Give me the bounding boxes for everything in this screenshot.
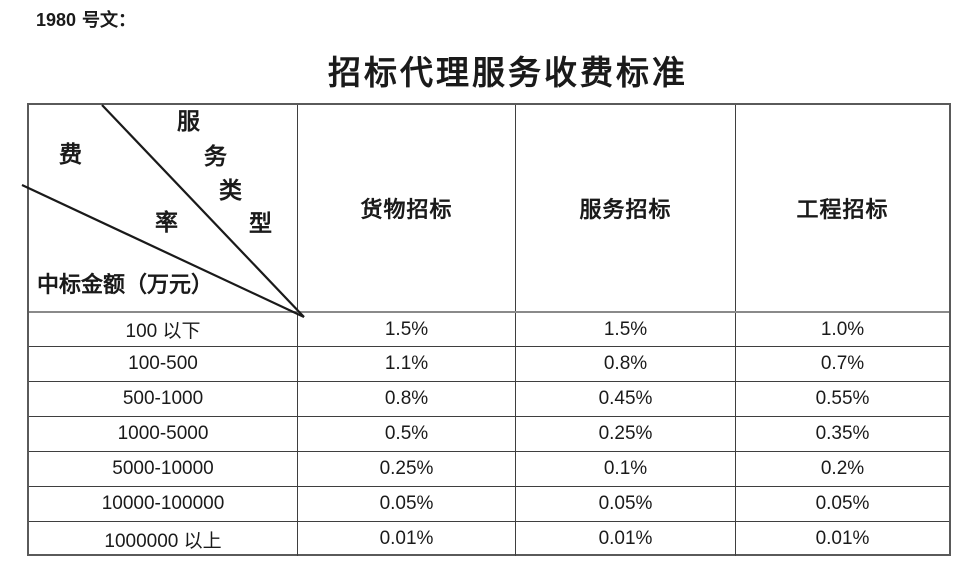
- diagonal-divider-lines: [21, 104, 305, 318]
- column-header-goods-bidding: 货物招标: [298, 105, 516, 311]
- fee-table: 服 费 务 类 率 型 中标金额（万元） 货物招标 服务招标 工程招标 100 …: [21, 103, 951, 556]
- goods-rate-cell: 0.05%: [298, 487, 516, 521]
- doc-number: 1980: [36, 10, 77, 30]
- service-rate-cell: 0.1%: [516, 452, 736, 486]
- service-rate-cell: 0.01%: [516, 522, 736, 556]
- engineering-rate-cell: 1.0%: [820, 318, 865, 340]
- goods-rate-cell: 1.1%: [298, 347, 516, 381]
- goods-rate-cell: 0.5%: [298, 417, 516, 451]
- amount-cell: 10000-100000: [29, 487, 298, 521]
- table-row: 100-500 1.1% 0.8% 0.7%: [29, 346, 949, 381]
- table-row: 1000000 以上 0.01% 0.01% 0.01%: [29, 521, 949, 556]
- service-rate-cell: 0.25%: [516, 417, 736, 451]
- table-header-row: 服 费 务 类 率 型 中标金额（万元） 货物招标 服务招标 工程招标: [21, 104, 949, 318]
- goods-rate-cell: 0.01%: [298, 522, 516, 556]
- service-rate-cell: 0.8%: [516, 347, 736, 381]
- corner-rate-char: 率: [155, 210, 178, 235]
- table-corner-cell: 服 费 务 类 率 型 中标金额（万元）: [21, 104, 305, 318]
- corner-type-char: 型: [249, 211, 272, 236]
- goods-rate-cell: 0.8%: [298, 382, 516, 416]
- engineering-rate-cell: 0.55%: [815, 388, 870, 409]
- engineering-rate-cell: 0.2%: [820, 458, 865, 479]
- column-header-engineering-bidding: 工程招标: [796, 197, 889, 222]
- corner-type-char: 类: [219, 178, 242, 203]
- engineering-rate-cell: 0.35%: [815, 423, 870, 444]
- engineering-rate-cell: 0.01%: [815, 528, 870, 549]
- table-row: 100 以下 1.5% 1.5% 1.0%: [29, 311, 949, 346]
- service-rate-cell: 1.5%: [516, 313, 736, 346]
- doc-label: 号文：: [82, 10, 137, 30]
- table-row: 5000-10000 0.25% 0.1% 0.2%: [29, 451, 949, 486]
- corner-type-char: 务: [204, 144, 227, 169]
- corner-amount-axis-label: 中标金额（万元）: [37, 272, 214, 297]
- service-rate-cell: 0.05%: [516, 487, 736, 521]
- corner-rate-char: 费: [59, 142, 82, 167]
- amount-cell: 1000000 以上: [29, 522, 298, 556]
- goods-rate-cell: 0.25%: [298, 452, 516, 486]
- amount-cell: 100-500: [29, 347, 298, 381]
- amount-cell: 500-1000: [29, 382, 298, 416]
- goods-rate-cell: 1.5%: [298, 313, 516, 346]
- page-title: 招标代理服务收费标准: [328, 56, 688, 92]
- table-row: 1000-5000 0.5% 0.25% 0.35%: [29, 416, 949, 451]
- corner-type-char: 服: [177, 109, 200, 134]
- engineering-rate-cell: 0.05%: [815, 493, 870, 514]
- engineering-rate-cell: 0.7%: [820, 353, 865, 374]
- column-header-service-bidding: 服务招标: [516, 105, 736, 311]
- amount-cell: 100 以下: [29, 313, 298, 346]
- amount-cell: 1000-5000: [29, 417, 298, 451]
- amount-cell: 5000-10000: [29, 452, 298, 486]
- table-row: 10000-100000 0.05% 0.05% 0.05%: [29, 486, 949, 521]
- table-row: 500-1000 0.8% 0.45% 0.55%: [29, 381, 949, 416]
- doc-reference: 1980 号文：: [36, 6, 136, 32]
- service-rate-cell: 0.45%: [516, 382, 736, 416]
